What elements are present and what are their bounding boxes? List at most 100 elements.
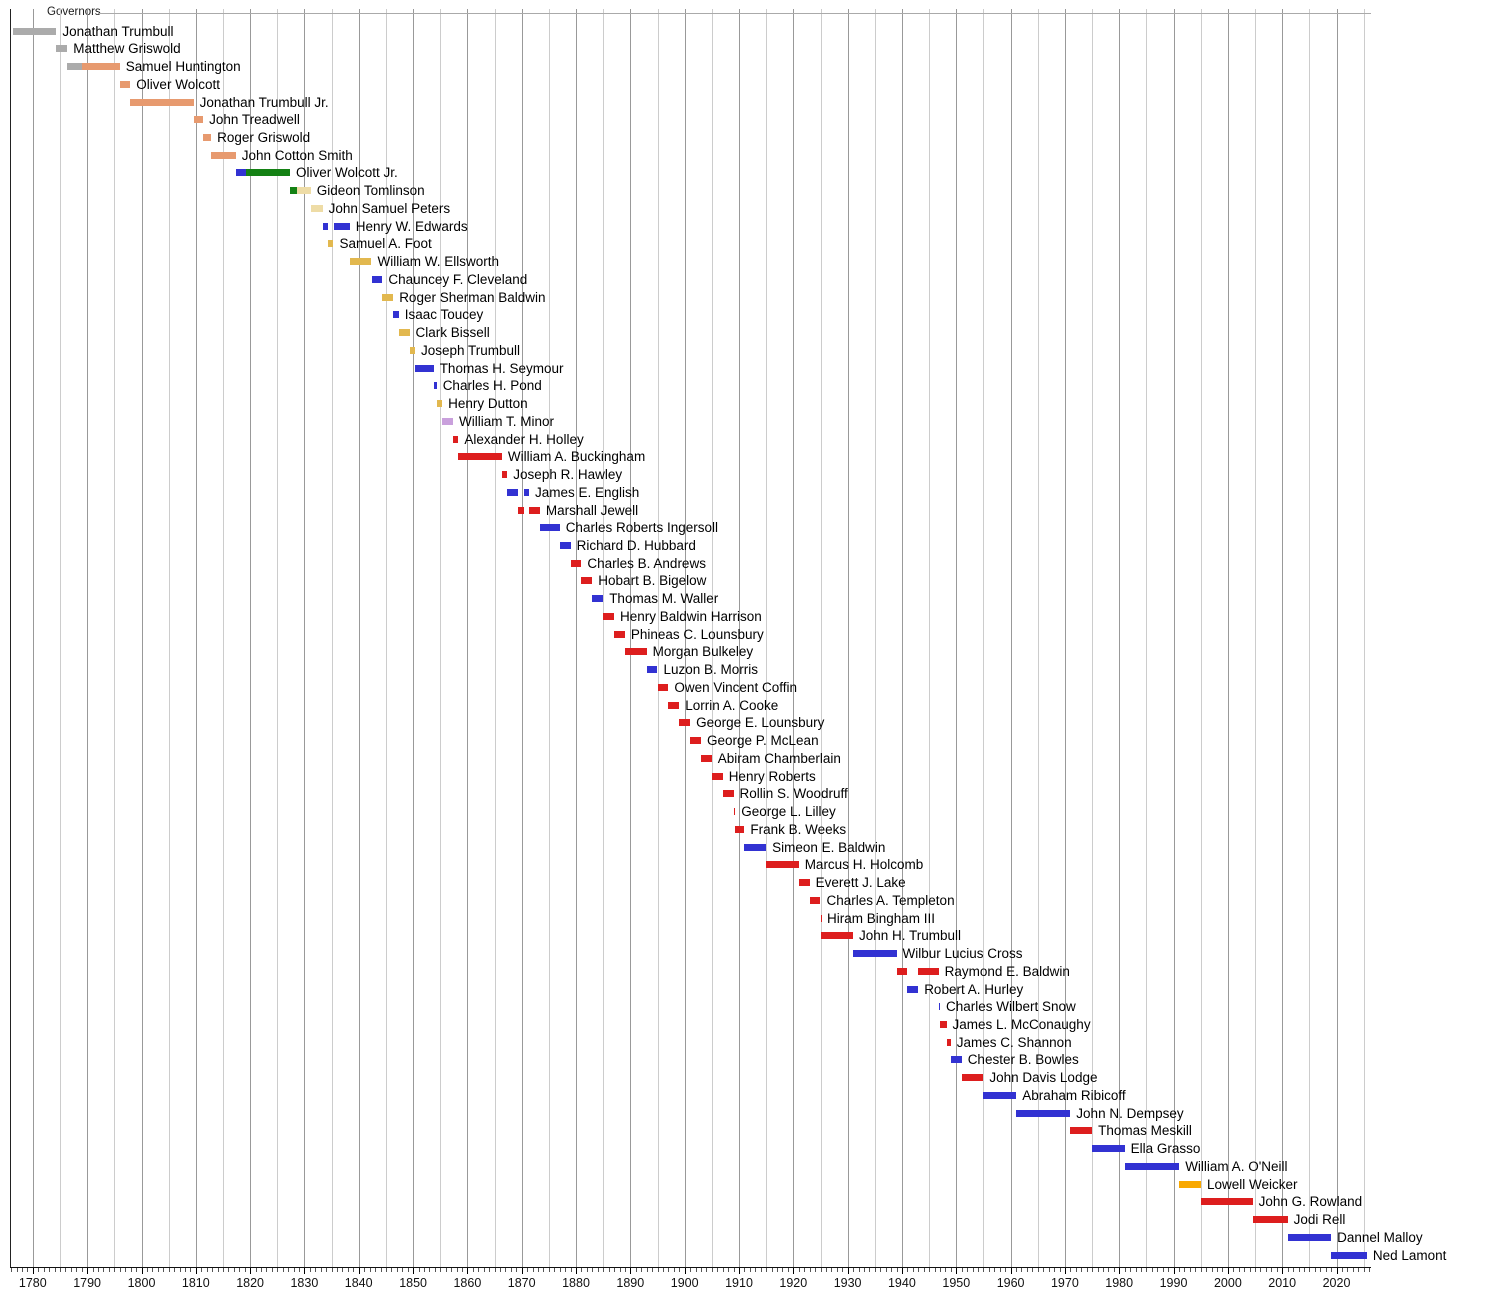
decade-tick bbox=[87, 1268, 89, 1274]
governor-bar-segment bbox=[290, 187, 297, 195]
governor-bar-segment bbox=[896, 967, 908, 975]
year-tick bbox=[782, 1268, 784, 1272]
year-tick bbox=[586, 1268, 588, 1272]
year-tick bbox=[288, 1268, 290, 1272]
year-tick bbox=[1314, 1268, 1316, 1272]
year-tick bbox=[853, 1268, 854, 1272]
year-tick bbox=[1265, 1268, 1267, 1272]
year-tick bbox=[706, 1268, 708, 1272]
governor-label: Henry Roberts bbox=[728, 768, 816, 784]
decade-gridline bbox=[1227, 9, 1229, 1267]
five-year-gridline bbox=[711, 9, 713, 1267]
year-tick bbox=[1162, 1268, 1164, 1272]
year-tick bbox=[559, 1268, 561, 1272]
year-tick bbox=[624, 1268, 626, 1272]
chart-title: Governors bbox=[47, 6, 101, 18]
decade-tick bbox=[956, 1268, 958, 1274]
year-tick bbox=[277, 1268, 279, 1272]
governor-bar-segment bbox=[235, 169, 246, 177]
governor-label: Owen Vincent Coffin bbox=[674, 679, 797, 695]
governor-bar-segment bbox=[624, 648, 647, 656]
governor-label: William W. Ellsworth bbox=[377, 254, 500, 270]
five-year-gridline bbox=[548, 9, 550, 1267]
year-tick bbox=[179, 1268, 181, 1272]
year-tick bbox=[1233, 1268, 1235, 1272]
governor-label: Everett J. Lake bbox=[815, 875, 906, 890]
governor-label: James C. Shannon bbox=[956, 1034, 1072, 1050]
year-tick bbox=[1097, 1268, 1099, 1272]
year-tick bbox=[1206, 1268, 1208, 1272]
governor-label: Charles B. Andrews bbox=[587, 555, 706, 571]
governor-label: James L. McConaughy bbox=[952, 1016, 1091, 1032]
governor-label: Thomas H. Seymour bbox=[439, 360, 564, 376]
year-tick bbox=[831, 1268, 833, 1272]
governor-bar-segment bbox=[820, 914, 822, 922]
year-tick bbox=[548, 1268, 550, 1272]
year-tick bbox=[516, 1268, 518, 1272]
year-tick bbox=[874, 1268, 876, 1272]
governor-bar-segment bbox=[668, 701, 680, 709]
year-tick bbox=[1092, 1268, 1094, 1272]
year-tick bbox=[212, 1268, 214, 1272]
year-tick bbox=[858, 1268, 860, 1272]
axis-year-label: 1780 bbox=[18, 1276, 47, 1290]
year-tick bbox=[1026, 1268, 1028, 1272]
year-tick bbox=[331, 1268, 333, 1272]
year-tick bbox=[940, 1268, 941, 1272]
axis-year-label: 1810 bbox=[181, 1276, 210, 1290]
governor-label: Isaac Toucey bbox=[404, 307, 484, 323]
governor-bar-segment bbox=[821, 932, 853, 940]
plot-left-border bbox=[10, 9, 11, 1267]
axis-year-label: 2000 bbox=[1213, 1276, 1242, 1290]
governor-label: John G. Rowland bbox=[1258, 1194, 1363, 1210]
axis-year-label: 2010 bbox=[1268, 1276, 1297, 1290]
year-tick bbox=[619, 1268, 621, 1272]
axis-year-label: 1940 bbox=[887, 1276, 916, 1290]
governor-label: Oliver Wolcott Jr. bbox=[296, 165, 398, 181]
axis-year-label: 1980 bbox=[1105, 1276, 1134, 1290]
year-tick bbox=[152, 1268, 154, 1272]
year-tick bbox=[1021, 1268, 1023, 1272]
year-tick bbox=[690, 1268, 692, 1272]
year-tick bbox=[1146, 1268, 1148, 1272]
year-tick bbox=[804, 1268, 806, 1272]
governor-label: Marcus H. Holcomb bbox=[804, 857, 924, 873]
governor-bar-segment bbox=[679, 719, 691, 727]
year-tick bbox=[1157, 1268, 1159, 1272]
year-tick bbox=[635, 1268, 637, 1272]
governor-label: Alexander H. Holley bbox=[464, 431, 584, 447]
year-tick bbox=[668, 1268, 670, 1272]
governor-bar-segment bbox=[940, 1020, 947, 1028]
decade-gridline bbox=[1119, 9, 1121, 1267]
decade-tick bbox=[847, 1268, 849, 1274]
year-tick bbox=[92, 1268, 94, 1272]
governor-bar-segment bbox=[322, 222, 328, 230]
decade-gridline bbox=[304, 9, 306, 1267]
governor-bar-segment bbox=[614, 630, 625, 638]
governor-label: William A. Buckingham bbox=[507, 449, 646, 465]
year-tick bbox=[1043, 1268, 1045, 1272]
year-tick bbox=[429, 1268, 431, 1272]
five-year-gridline bbox=[983, 9, 985, 1267]
year-tick bbox=[891, 1268, 893, 1272]
governor-bar-segment bbox=[507, 488, 519, 496]
year-tick bbox=[309, 1268, 311, 1272]
governor-label: Samuel A. Foot bbox=[339, 236, 432, 252]
year-tick bbox=[244, 1268, 246, 1272]
decade-gridline bbox=[250, 9, 252, 1267]
governor-label: Jonathan Trumbull Jr. bbox=[199, 94, 329, 110]
governor-bar-segment bbox=[918, 967, 939, 975]
year-tick bbox=[755, 1268, 757, 1272]
year-tick bbox=[114, 1268, 116, 1272]
year-tick bbox=[1347, 1268, 1349, 1272]
five-year-gridline bbox=[168, 9, 170, 1267]
governor-bar-segment bbox=[946, 1038, 951, 1046]
year-tick bbox=[1195, 1268, 1197, 1272]
five-year-gridline bbox=[820, 9, 822, 1267]
five-year-gridline bbox=[603, 9, 605, 1267]
year-tick bbox=[375, 1268, 376, 1272]
axis-year-label: 2020 bbox=[1322, 1276, 1351, 1290]
year-tick bbox=[478, 1268, 480, 1272]
governor-bar-segment bbox=[735, 825, 745, 833]
decade-tick bbox=[1173, 1268, 1175, 1274]
